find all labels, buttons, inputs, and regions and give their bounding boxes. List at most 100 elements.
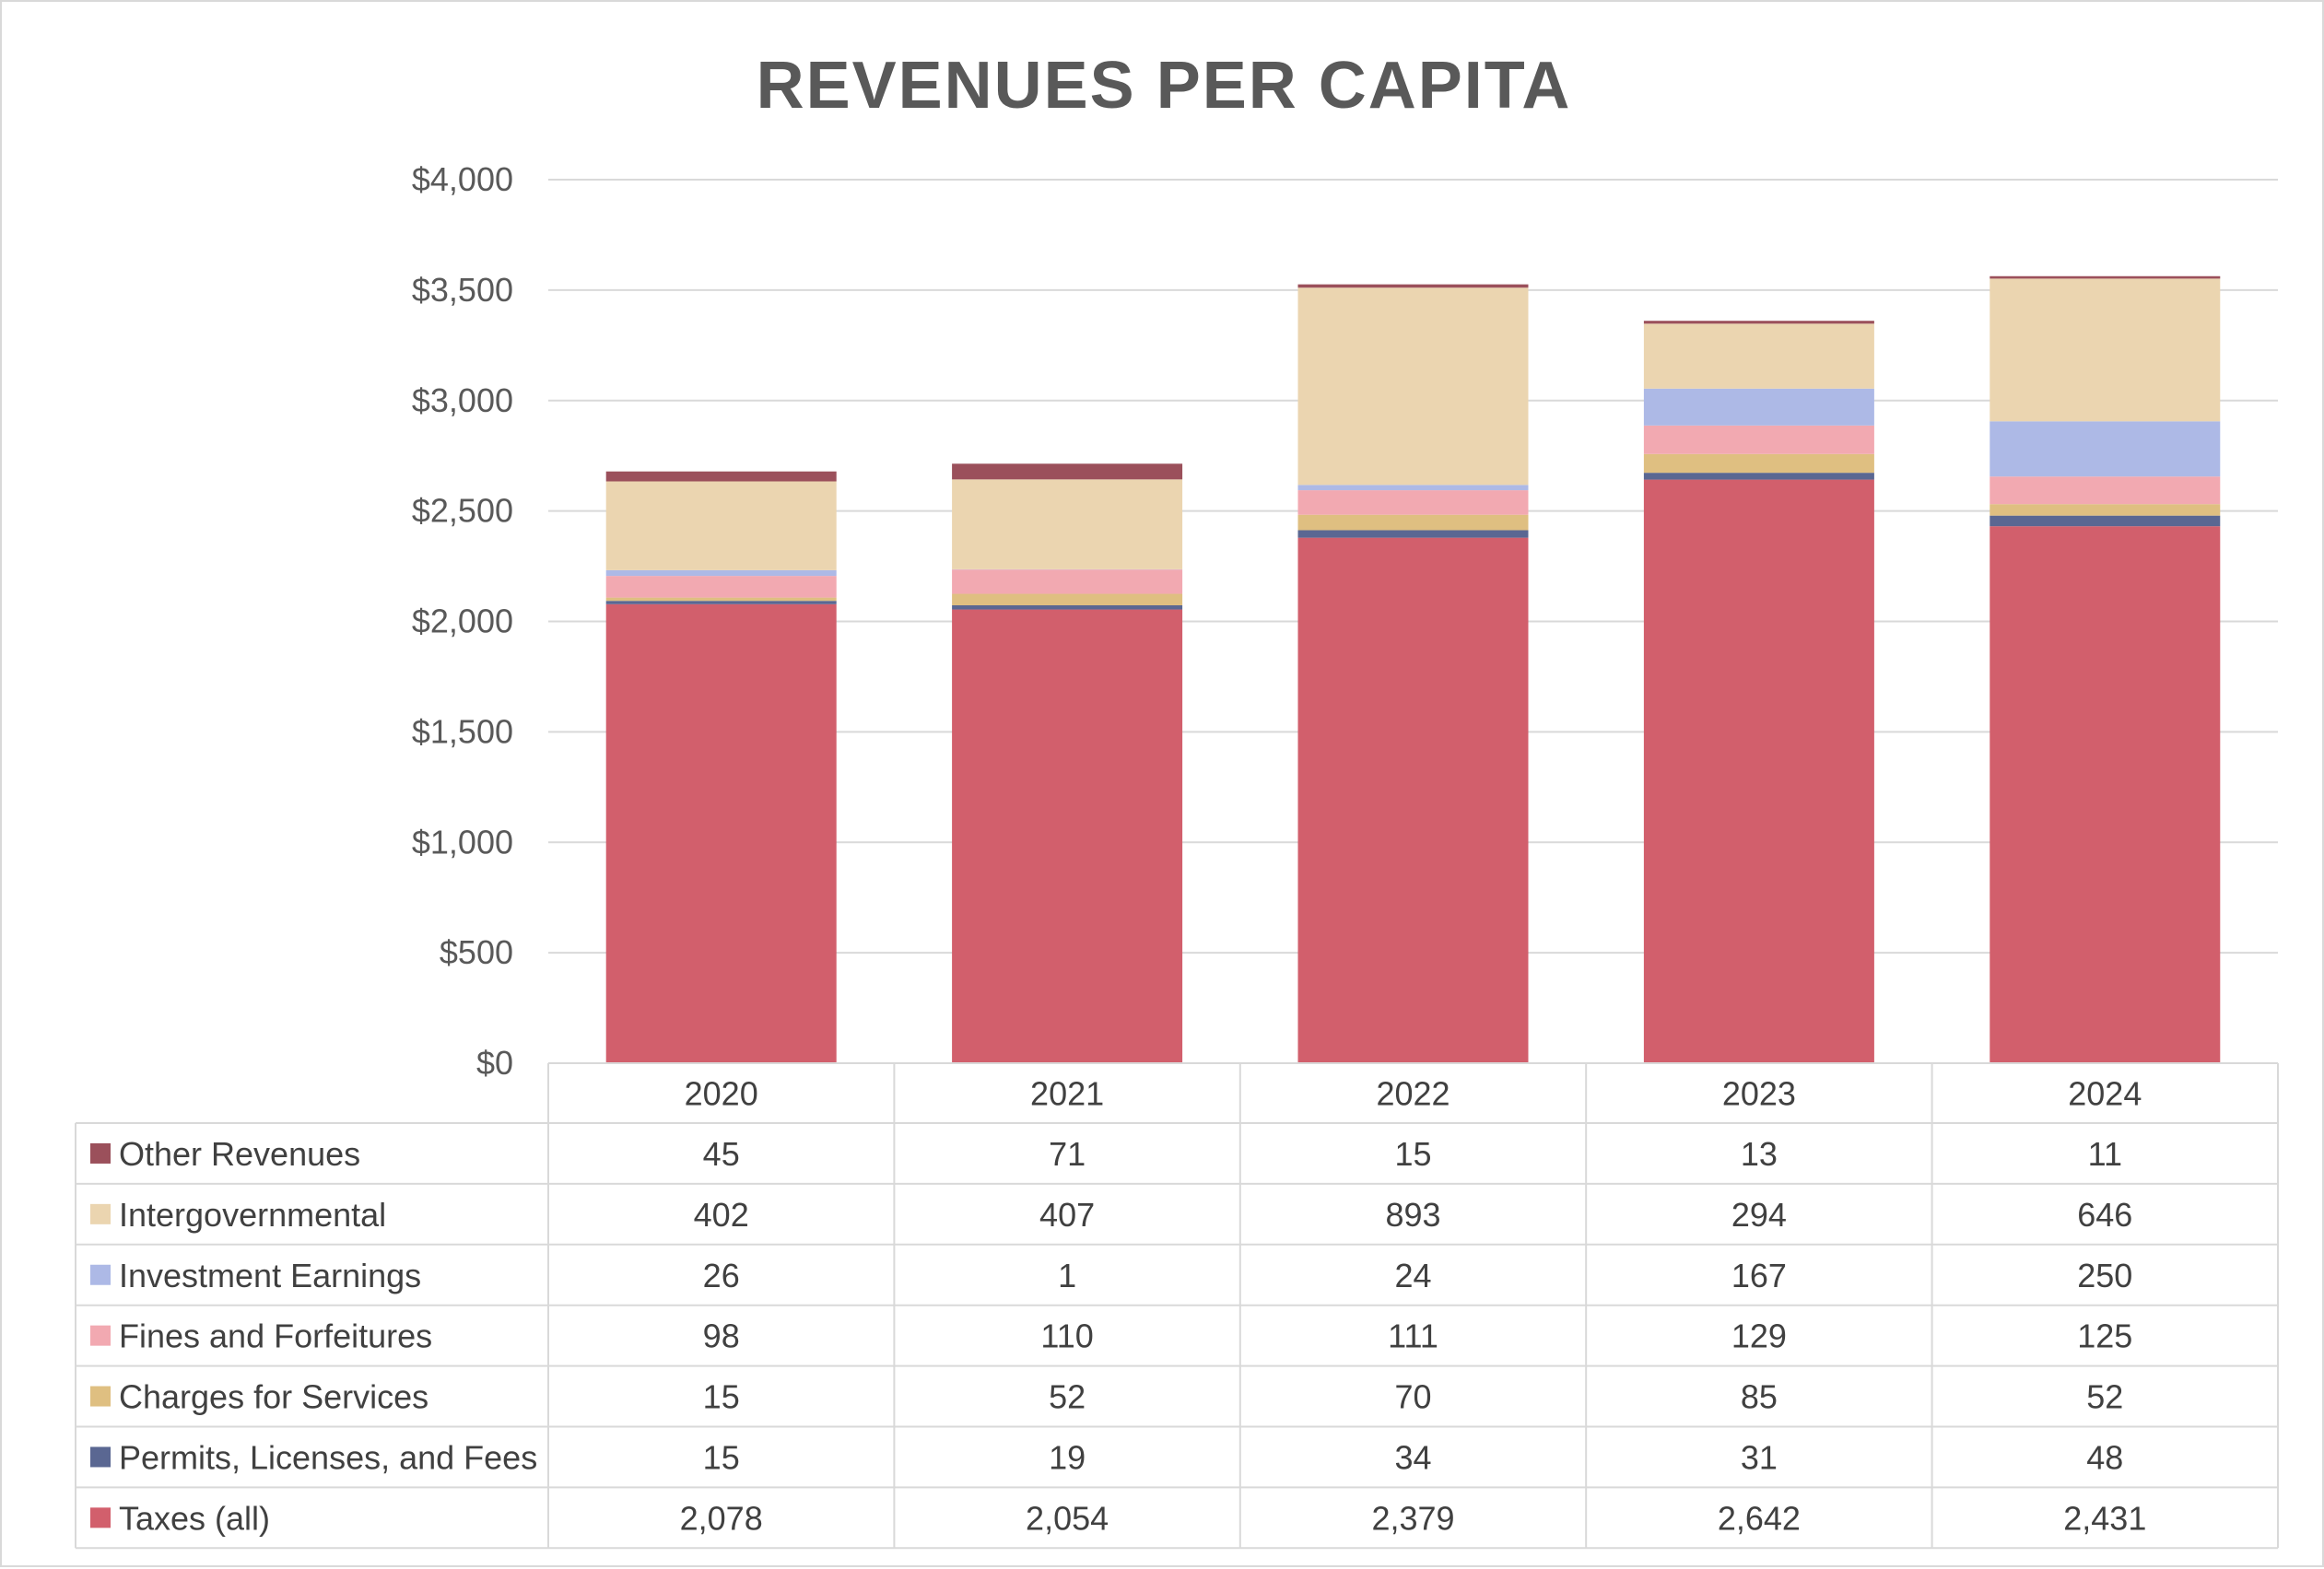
data-label: 402	[694, 1196, 749, 1234]
bar-segment	[1989, 476, 2220, 504]
bar-segment	[1644, 389, 1874, 426]
data-label: 19	[1049, 1438, 1086, 1476]
bar-segment	[952, 463, 1182, 479]
bar-segment	[606, 570, 837, 576]
y-tick-label: $1,500	[412, 712, 513, 750]
x-tick-label: 2024	[2068, 1075, 2142, 1113]
y-tick-label: $2,000	[412, 603, 513, 640]
data-label: 45	[703, 1135, 740, 1173]
data-label: 98	[703, 1317, 740, 1355]
bar-segment	[1989, 526, 2220, 1063]
x-tick-label: 2022	[1376, 1075, 1450, 1113]
data-label: 85	[1741, 1378, 1778, 1416]
x-tick-label: 2020	[685, 1075, 758, 1113]
data-label: 70	[1394, 1378, 1431, 1416]
bar-segment	[1644, 321, 1874, 323]
bar-segment	[1644, 426, 1874, 454]
bar-segment	[952, 610, 1182, 1063]
bar-segment	[1989, 504, 2220, 515]
chart-title: REVENUES PER CAPITA	[757, 49, 1572, 123]
data-label: 294	[1731, 1196, 1787, 1234]
data-label: 15	[703, 1438, 740, 1476]
data-label: 1	[1058, 1257, 1076, 1294]
legend-label: Intergovernmental	[119, 1196, 386, 1234]
bar-segment	[1298, 538, 1529, 1063]
legend-label: Investment Earnings	[119, 1257, 421, 1294]
data-label: 13	[1741, 1135, 1778, 1173]
bar-segment	[952, 479, 1182, 569]
y-tick-label: $3,000	[412, 381, 513, 419]
bar-segment	[1644, 454, 1874, 473]
data-label: 2,431	[2063, 1499, 2146, 1537]
data-label: 893	[1385, 1196, 1440, 1234]
bar-segment	[1989, 516, 2220, 527]
bar-segment	[1298, 490, 1529, 515]
y-tick-label: $2,500	[412, 492, 513, 530]
bar-segment	[606, 472, 837, 482]
bars	[606, 276, 2221, 1063]
data-label: 11	[2088, 1135, 2122, 1173]
legend-key	[90, 1204, 111, 1224]
data-label: 31	[1741, 1438, 1778, 1476]
bar-segment	[606, 481, 837, 569]
data-label: 646	[2077, 1196, 2132, 1234]
x-tick-label: 2021	[1030, 1075, 1104, 1113]
legend-key	[90, 1446, 111, 1467]
bar-segment	[1298, 485, 1529, 490]
bar-segment	[606, 601, 837, 604]
y-tick-label: $0	[476, 1044, 513, 1082]
y-tick-label: $3,500	[412, 271, 513, 309]
legend-label: Fines and Forfeitures	[119, 1317, 432, 1355]
legend-label: Permits, Licenses, and Fees	[119, 1438, 537, 1476]
data-label: 167	[1731, 1257, 1787, 1294]
data-label: 407	[1039, 1196, 1095, 1234]
bar-segment	[606, 576, 837, 597]
data-label: 2,379	[1371, 1499, 1454, 1537]
legend-key	[90, 1265, 111, 1285]
bar-segment	[952, 569, 1182, 593]
data-label: 110	[1040, 1317, 1093, 1355]
data-label: 34	[1394, 1438, 1431, 1476]
data-label: 71	[1049, 1135, 1086, 1173]
x-tick-label: 2023	[1722, 1075, 1796, 1113]
data-label: 2,078	[680, 1499, 763, 1537]
bar-segment	[1298, 287, 1529, 485]
y-axis-ticks: $0 $500 $1,000 $1,500 $2,000 $2,500 $3,000 $3,5…	[412, 160, 513, 1082]
data-label: 26	[703, 1257, 740, 1294]
bar-segment	[1644, 323, 1874, 388]
data-label: 52	[1049, 1378, 1086, 1416]
data-label: 24	[1394, 1257, 1431, 1294]
data-label: 48	[2086, 1438, 2123, 1476]
data-label: 2,054	[1026, 1499, 1109, 1537]
data-label: 125	[2077, 1317, 2132, 1355]
data-label: 250	[2077, 1257, 2132, 1294]
legend-label: Taxes (all)	[119, 1499, 270, 1537]
legend-label: Charges for Services	[119, 1378, 428, 1416]
bar-segment	[1989, 421, 2220, 476]
bar-segment	[1298, 515, 1529, 531]
data-label: 15	[1394, 1135, 1431, 1173]
data-label: 111	[1388, 1317, 1438, 1355]
legend-key	[90, 1326, 111, 1346]
legend-key	[90, 1507, 111, 1528]
data-label: 15	[703, 1378, 740, 1416]
y-tick-label: $4,000	[412, 160, 513, 198]
bar-segment	[952, 594, 1182, 605]
bar-segment	[1989, 276, 2220, 279]
bar-segment	[952, 605, 1182, 610]
legend-key	[90, 1387, 111, 1407]
bar-segment	[1644, 480, 1874, 1063]
data-label: 129	[1731, 1317, 1787, 1355]
data-label: 52	[2086, 1378, 2123, 1416]
bar-segment	[1644, 473, 1874, 479]
legend-key	[90, 1143, 111, 1164]
bar-segment	[1298, 285, 1529, 288]
y-tick-label: $1,000	[412, 823, 513, 861]
legend-label: Other Revenues	[119, 1135, 360, 1173]
data-label: 2,642	[1718, 1499, 1801, 1537]
y-tick-label: $500	[440, 933, 513, 971]
bar-segment	[606, 604, 837, 1063]
